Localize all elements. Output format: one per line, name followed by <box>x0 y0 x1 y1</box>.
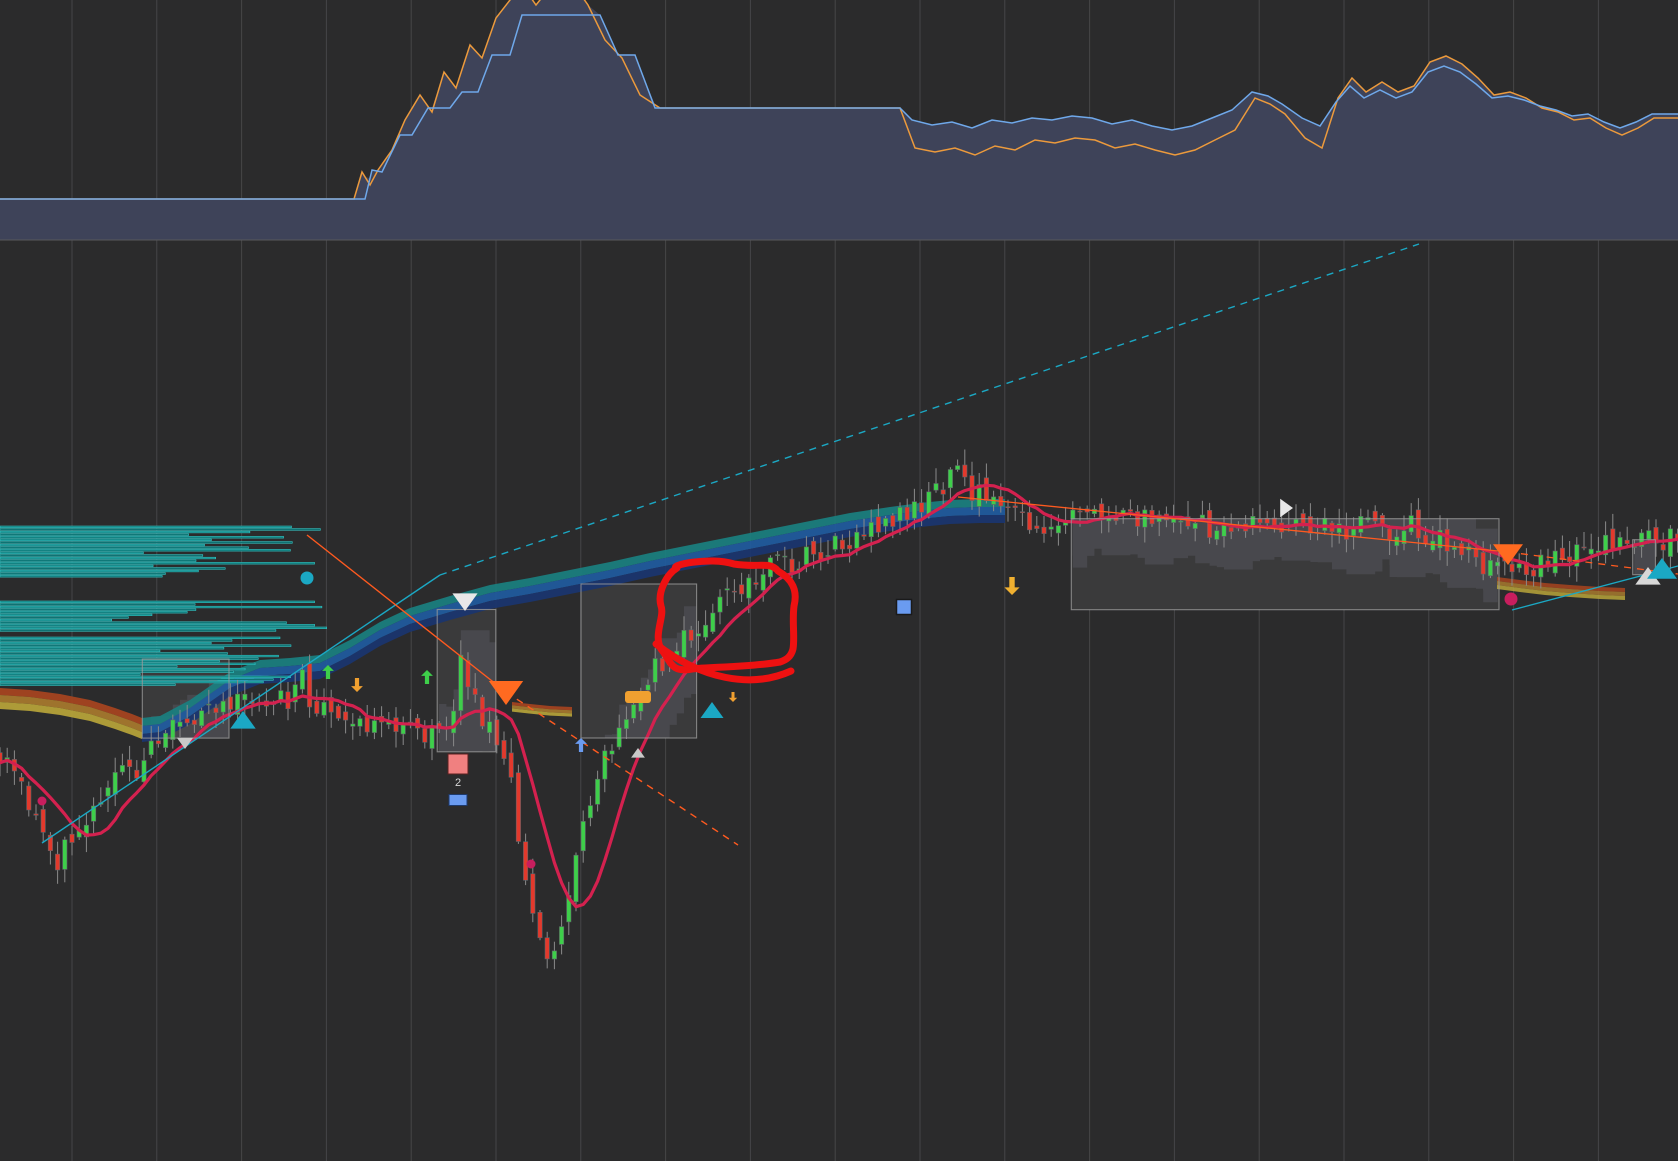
svg-text:2: 2 <box>455 777 461 789</box>
